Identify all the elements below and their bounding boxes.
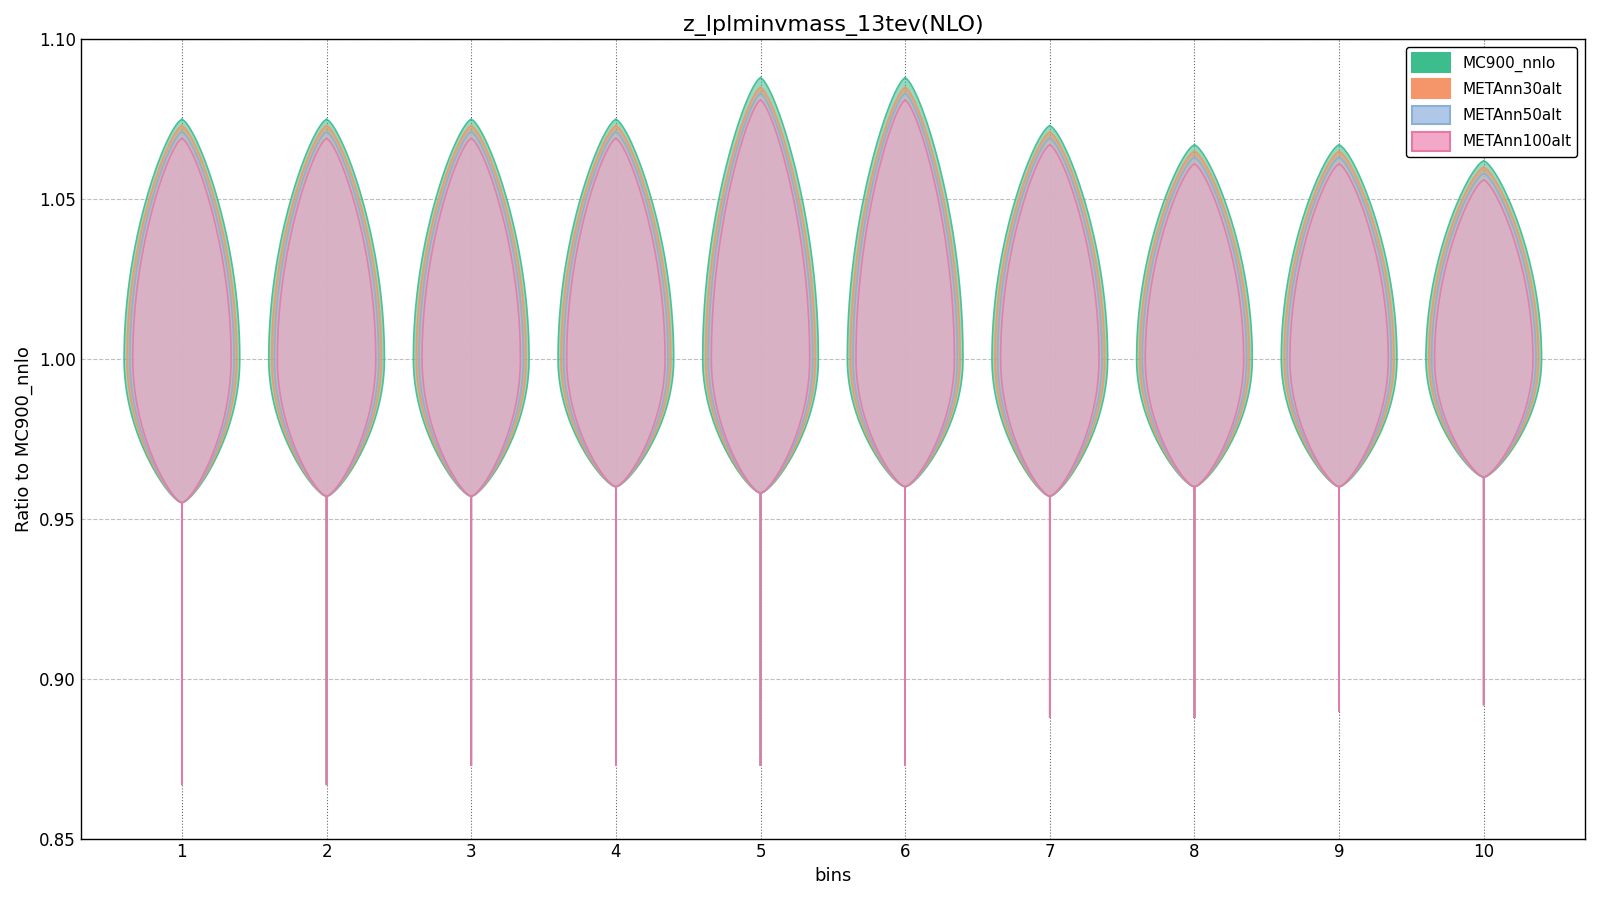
Legend: MC900_nnlo, METAnn30alt, METAnn50alt, METAnn100alt: MC900_nnlo, METAnn30alt, METAnn50alt, ME… <box>1405 47 1578 157</box>
X-axis label: bins: bins <box>814 867 851 885</box>
Title: z_lplminvmass_13tev(NLO): z_lplminvmass_13tev(NLO) <box>683 15 982 36</box>
Y-axis label: Ratio to MC900_nnlo: Ratio to MC900_nnlo <box>14 346 34 532</box>
